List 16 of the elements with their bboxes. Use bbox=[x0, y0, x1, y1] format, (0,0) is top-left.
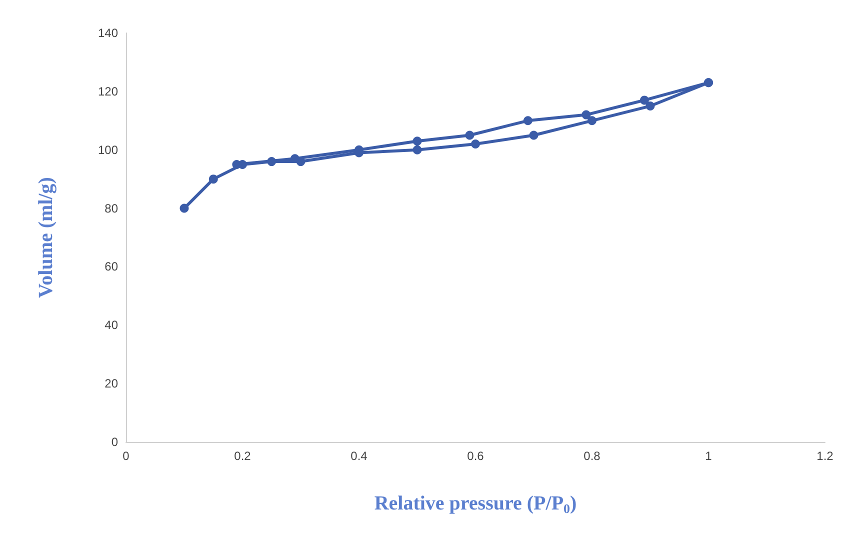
y-axis-title: Volume (ml/g) bbox=[35, 177, 57, 298]
y-tick-label: 20 bbox=[104, 376, 118, 391]
y-tick-label: 0 bbox=[111, 435, 118, 449]
x-tick-label: 0.4 bbox=[350, 449, 368, 463]
y-tick-label: 120 bbox=[98, 84, 118, 98]
x-tick-label: 1 bbox=[705, 449, 712, 463]
x-tick-label: 1.2 bbox=[816, 449, 834, 463]
x-tick-label: 0.6 bbox=[467, 449, 484, 463]
y-tick-label: 140 bbox=[98, 26, 118, 40]
y-tick-label: 60 bbox=[104, 260, 118, 274]
y-tick-label: 40 bbox=[104, 318, 118, 332]
x-tick-label: 0 bbox=[122, 449, 130, 463]
y-tick-label: 80 bbox=[104, 201, 118, 216]
x-tick-label: 0.8 bbox=[584, 449, 601, 463]
x-tick-label: 0.2 bbox=[234, 449, 252, 463]
y-tick-label: 100 bbox=[98, 142, 118, 157]
